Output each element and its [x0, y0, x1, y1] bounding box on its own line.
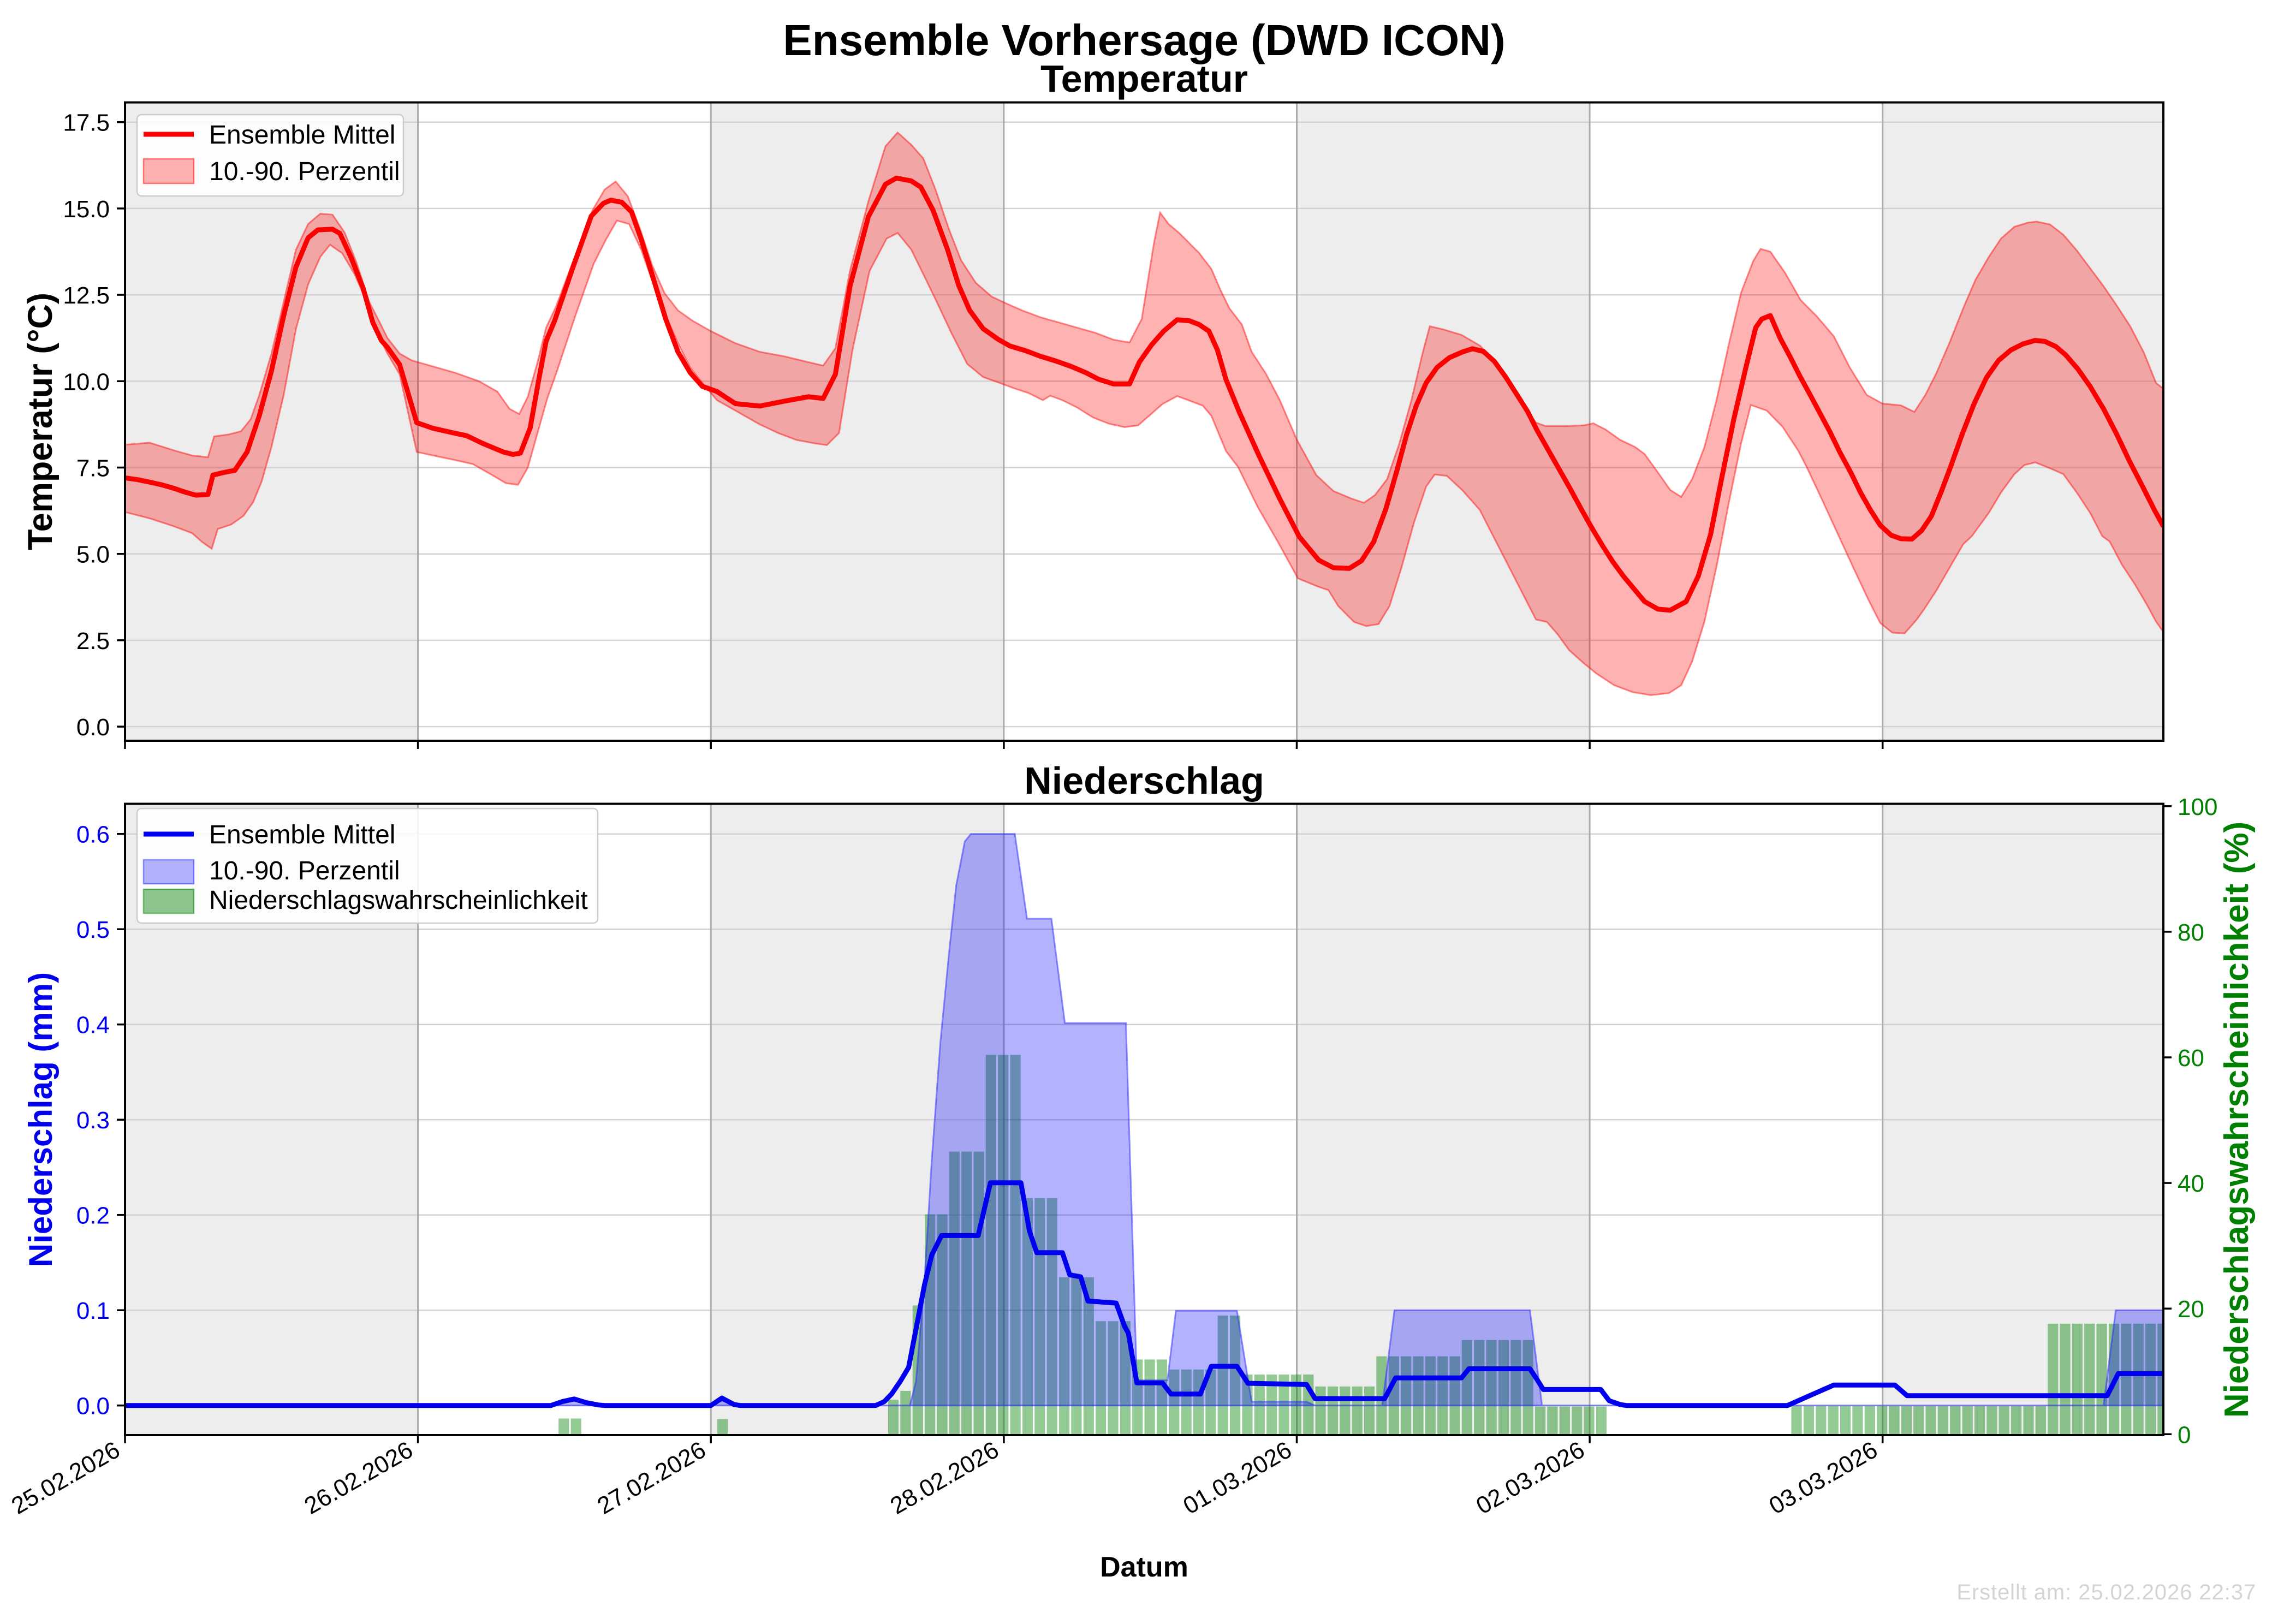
svg-text:0.3: 0.3	[76, 1107, 110, 1134]
svg-text:Ensemble Mittel: Ensemble Mittel	[209, 820, 395, 849]
svg-text:12.5: 12.5	[63, 282, 110, 309]
svg-text:0.5: 0.5	[76, 917, 110, 943]
svg-text:Temperatur (°C): Temperatur (°C)	[21, 293, 60, 550]
svg-text:5.0: 5.0	[76, 542, 110, 568]
svg-text:Niederschlagswahrscheinlichkei: Niederschlagswahrscheinlichkeit	[209, 886, 588, 915]
svg-text:Erstellt am: 25.02.2026 22:37: Erstellt am: 25.02.2026 22:37	[1956, 1580, 2256, 1604]
svg-text:Niederschlagswahrscheinlichkei: Niederschlagswahrscheinlichkeit (%)	[2218, 822, 2256, 1418]
svg-text:40: 40	[2178, 1170, 2204, 1197]
svg-text:100: 100	[2178, 794, 2217, 820]
svg-text:0.2: 0.2	[76, 1203, 110, 1229]
svg-text:0.0: 0.0	[76, 1393, 110, 1420]
svg-text:7.5: 7.5	[76, 455, 110, 482]
svg-text:15.0: 15.0	[63, 196, 110, 223]
svg-text:2.5: 2.5	[76, 628, 110, 655]
svg-text:17.5: 17.5	[63, 110, 110, 136]
svg-text:Ensemble Vorhersage (DWD ICON): Ensemble Vorhersage (DWD ICON)	[783, 16, 1505, 64]
svg-text:20: 20	[2178, 1296, 2204, 1323]
svg-text:10.0: 10.0	[63, 368, 110, 395]
svg-text:0.1: 0.1	[76, 1298, 110, 1324]
svg-text:60: 60	[2178, 1045, 2204, 1072]
svg-text:0: 0	[2178, 1421, 2191, 1448]
svg-text:10.-90. Perzentil: 10.-90. Perzentil	[209, 856, 400, 885]
svg-text:0.4: 0.4	[76, 1012, 110, 1039]
svg-text:80: 80	[2178, 919, 2204, 946]
svg-text:0.6: 0.6	[76, 822, 110, 848]
svg-text:0.0: 0.0	[76, 714, 110, 741]
svg-text:Niederschlag: Niederschlag	[1024, 759, 1264, 802]
svg-text:Datum: Datum	[1100, 1551, 1188, 1583]
svg-text:Temperatur: Temperatur	[1040, 57, 1248, 100]
svg-text:10.-90. Perzentil: 10.-90. Perzentil	[209, 157, 400, 186]
svg-text:Niederschlag (mm): Niederschlag (mm)	[22, 972, 59, 1267]
svg-text:Ensemble Mittel: Ensemble Mittel	[209, 121, 395, 150]
